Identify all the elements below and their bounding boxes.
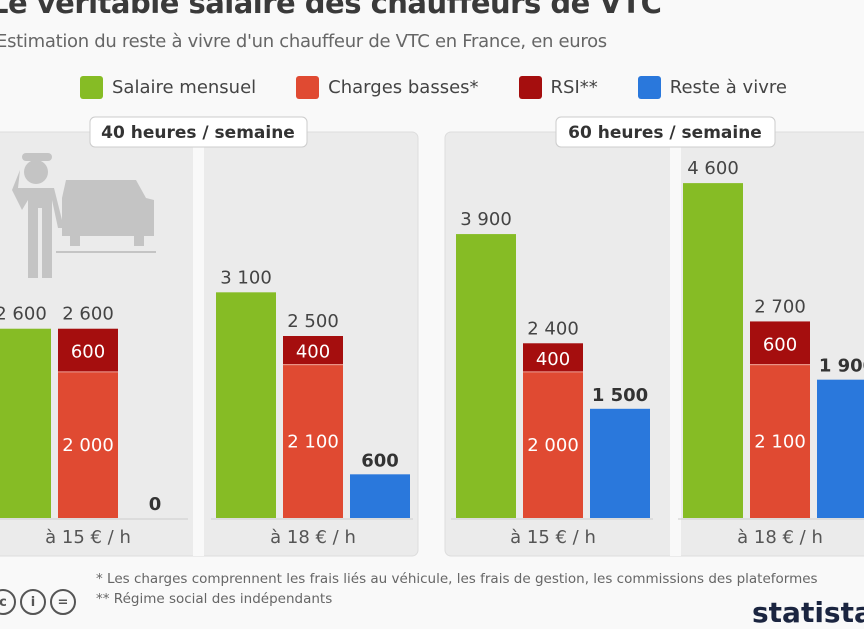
bar-reste bbox=[817, 379, 864, 518]
x-category-label: à 15 € / h bbox=[45, 527, 131, 548]
bar-separator bbox=[523, 371, 583, 373]
legend-swatch bbox=[80, 76, 103, 99]
legend-item-charges: Charges basses* bbox=[296, 76, 479, 99]
x-category-label: à 18 € / h bbox=[737, 527, 823, 548]
driver-car-icon bbox=[12, 153, 156, 278]
legend-swatch bbox=[296, 76, 320, 99]
panel-divider bbox=[670, 140, 681, 556]
label-total-charges: 2 700 bbox=[754, 296, 806, 317]
panel-header-box bbox=[89, 116, 308, 148]
bar-rsi bbox=[283, 336, 343, 366]
panel-header-60h: 60 heures / semaine bbox=[568, 123, 762, 143]
bar-charges bbox=[523, 372, 583, 518]
legend-item-salaire: Salaire mensuel bbox=[80, 76, 256, 99]
bar-separator bbox=[750, 364, 810, 366]
bar-charges bbox=[750, 365, 810, 518]
label-total-charges: 2 500 bbox=[287, 311, 339, 332]
bar-salaire bbox=[0, 328, 51, 518]
no-derivatives-icon: = bbox=[50, 589, 76, 615]
label-rsi: 600 bbox=[763, 334, 797, 355]
bar-separator bbox=[283, 364, 343, 366]
panel-header-40h: 40 heures / semaine bbox=[101, 123, 295, 143]
legend: Salaire mensuel Charges basses* RSI** Re… bbox=[80, 76, 827, 99]
legend-swatch bbox=[637, 76, 661, 99]
bar-salaire bbox=[683, 183, 743, 518]
bar-reste bbox=[590, 408, 650, 518]
legend-label: Charges basses* bbox=[328, 77, 479, 98]
label-reste: 0 bbox=[149, 494, 162, 515]
label-salaire: 3 900 bbox=[460, 209, 512, 230]
bar-charges bbox=[283, 365, 343, 518]
label-reste: 600 bbox=[361, 450, 399, 471]
chart-subtitle: Estimation du reste à vivre d'un chauffe… bbox=[0, 31, 607, 52]
bar-separator bbox=[58, 371, 118, 373]
statista-logo: statista bbox=[752, 596, 864, 629]
label-total-charges: 2 600 bbox=[62, 304, 114, 325]
chart-title: Le véritable salaire des chauffeurs de V… bbox=[0, 0, 662, 20]
bar-salaire bbox=[216, 292, 276, 518]
label-salaire: 4 600 bbox=[687, 158, 739, 179]
label-salaire: 3 100 bbox=[220, 267, 272, 288]
label-charges: 2 000 bbox=[62, 435, 114, 456]
label-reste: 1 900 bbox=[819, 356, 864, 377]
attribution-icon: i bbox=[20, 589, 46, 615]
label-charges: 2 100 bbox=[287, 432, 339, 453]
footnote-charges: * Les charges comprennent les frais liés… bbox=[96, 571, 818, 587]
bar-salaire bbox=[456, 234, 516, 518]
label-rsi: 600 bbox=[71, 342, 105, 363]
label-rsi: 400 bbox=[296, 342, 330, 363]
legend-item-rsi: RSI** bbox=[518, 76, 598, 99]
legend-item-reste: Reste à vivre bbox=[637, 76, 787, 99]
legend-label: RSI** bbox=[550, 77, 598, 98]
license-icons: c i = bbox=[0, 589, 76, 615]
bar-reste bbox=[350, 474, 410, 518]
footnote-rsi: ** Régime social des indépendants bbox=[96, 591, 333, 607]
legend-label: Reste à vivre bbox=[669, 77, 787, 98]
panel-header-box bbox=[555, 116, 776, 148]
chart-area: 40 heures / semaine 60 heures / semaine … bbox=[0, 116, 864, 557]
bar-rsi bbox=[523, 343, 583, 373]
cc-icon: c bbox=[0, 589, 16, 615]
label-salaire: 2 600 bbox=[0, 304, 47, 325]
x-category-label: à 18 € / h bbox=[270, 527, 356, 548]
bar-rsi bbox=[750, 321, 810, 366]
label-charges: 2 000 bbox=[527, 435, 579, 456]
label-charges: 2 100 bbox=[754, 432, 806, 453]
label-rsi: 400 bbox=[536, 349, 570, 370]
bar-rsi bbox=[58, 328, 118, 373]
x-category-label: à 15 € / h bbox=[510, 527, 596, 548]
panel-divider bbox=[193, 140, 204, 556]
label-reste: 1 500 bbox=[592, 385, 648, 406]
label-total-charges: 2 400 bbox=[527, 318, 579, 339]
legend-label: Salaire mensuel bbox=[112, 77, 257, 98]
bar-charges bbox=[58, 372, 118, 518]
legend-swatch bbox=[518, 76, 542, 99]
